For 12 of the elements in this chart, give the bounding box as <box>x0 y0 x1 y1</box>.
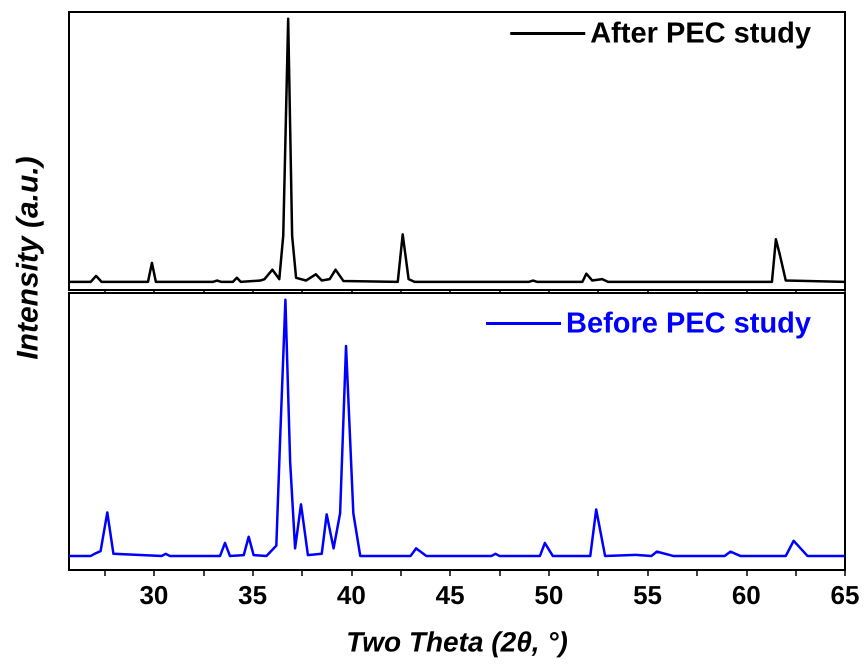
x-tick-label: 65 <box>830 580 860 610</box>
y-axis-title: Intensity (a.u.) <box>11 156 46 360</box>
x-tick-label: 50 <box>534 580 564 610</box>
x-tick-label: 60 <box>732 580 761 610</box>
x-tick-label: 30 <box>139 580 168 610</box>
x-tick-label: 55 <box>633 580 662 610</box>
x-axis-title: Two Theta (2θ, °) <box>346 626 568 658</box>
x-tick-label: 40 <box>336 580 366 610</box>
legend-label: After PEC study <box>590 18 812 50</box>
x-tick-label: 45 <box>436 580 465 610</box>
x-tick-label: 35 <box>238 580 268 610</box>
legend-label: Before PEC study <box>566 308 812 340</box>
